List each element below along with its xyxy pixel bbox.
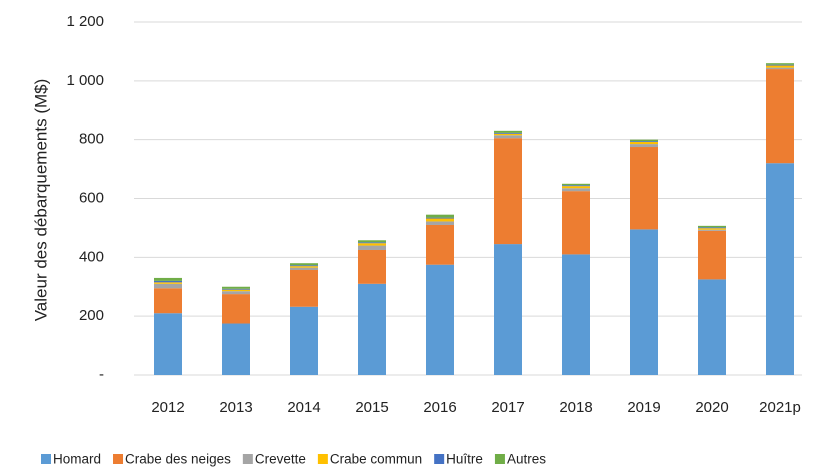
bar-segment [290, 266, 318, 268]
bar-segment [562, 191, 590, 255]
x-tick-label: 2013 [219, 399, 252, 416]
legend-swatch [494, 454, 505, 464]
bar-segment [426, 221, 454, 225]
bar-segment [358, 240, 386, 243]
bar-segment [766, 64, 794, 66]
bar-segment [154, 288, 182, 314]
bar-segment [222, 294, 250, 324]
bar-segment [358, 245, 386, 250]
bar-segment [494, 135, 522, 139]
bar-segment [630, 139, 658, 142]
bar-segment [698, 227, 726, 229]
x-tick-label: 2012 [151, 399, 184, 416]
bar-segment [222, 288, 250, 290]
bar-segment [154, 277, 182, 281]
legend-label: Homard [53, 452, 101, 467]
bar-segment [290, 267, 318, 270]
bar-segment [358, 243, 386, 246]
bar-segment [222, 323, 250, 375]
bar-segment [154, 280, 182, 283]
legend-label: Autres [507, 452, 546, 467]
bar-segment [630, 142, 658, 145]
bar-segment [290, 263, 318, 266]
legend-swatch [242, 454, 253, 464]
bar-segment [630, 147, 658, 230]
bar-segment [766, 163, 794, 375]
bar-segment [562, 185, 590, 187]
bar-segment [698, 225, 726, 228]
bar-segment [426, 264, 454, 375]
y-tick-label: 1 200 [66, 13, 104, 30]
legend-label: Huître [446, 452, 483, 467]
bar-segment [358, 249, 386, 284]
bar-segment [562, 254, 590, 375]
bar-segment [426, 214, 454, 218]
legend-swatch [113, 454, 124, 464]
x-tick-label: 2019 [627, 399, 660, 416]
y-tick-label: - [99, 366, 104, 383]
bar-segment [698, 279, 726, 375]
x-tick-label: 2015 [355, 399, 388, 416]
bar-segment [766, 63, 794, 65]
bar-segment [766, 65, 794, 68]
legend-swatch [41, 454, 51, 464]
x-tick-label: 2014 [287, 399, 320, 416]
bar-segment [698, 228, 726, 230]
bar-segment [154, 282, 182, 284]
y-tick-label: 400 [79, 248, 104, 265]
bar-segment [630, 144, 658, 148]
bar-segment [562, 188, 590, 192]
legend-label: Crabe commun [330, 452, 422, 467]
bar-segment [290, 265, 318, 267]
bar-segment [562, 186, 590, 189]
bar-segment [630, 141, 658, 143]
legend-label: Crevette [255, 452, 306, 467]
x-tick-label: 2018 [559, 399, 592, 416]
bar-segment [426, 224, 454, 265]
bar-segment [698, 229, 726, 231]
bar-segment [290, 269, 318, 307]
bar-segment [222, 291, 250, 295]
bar-segment [766, 69, 794, 164]
x-tick-label: 2017 [491, 399, 524, 416]
bar-segment [494, 132, 522, 134]
bar-segment [222, 289, 250, 292]
bar-segment [494, 133, 522, 136]
x-tick-label: 2020 [695, 399, 728, 416]
legend-swatch [434, 454, 445, 464]
bar-segment [494, 138, 522, 245]
x-tick-label: 2016 [423, 399, 456, 416]
bar-segment [494, 244, 522, 375]
y-tick-label: 200 [79, 307, 104, 324]
y-tick-label: 600 [79, 189, 104, 206]
bar-segment [358, 283, 386, 375]
bar-segment [630, 229, 658, 375]
legend-swatch [317, 454, 328, 464]
bar-segment [766, 67, 794, 70]
bar-segment [154, 283, 182, 289]
y-tick-label: 1 000 [66, 72, 104, 89]
y-tick-label: 800 [79, 131, 104, 148]
bar-segment [222, 286, 250, 289]
bar-segment [154, 313, 182, 375]
bar-segment [290, 306, 318, 375]
legend-label: Crabe des neiges [125, 452, 231, 467]
bar-segment [494, 130, 522, 133]
y-axis-label: Valeur des débarquements (M$) [31, 79, 50, 322]
bar-segment [358, 242, 386, 244]
bar-segment [426, 217, 454, 219]
bar-segment [562, 183, 590, 186]
x-tick-label: 2021p [759, 399, 801, 416]
bar-segment [426, 218, 454, 222]
bar-segment [698, 230, 726, 280]
